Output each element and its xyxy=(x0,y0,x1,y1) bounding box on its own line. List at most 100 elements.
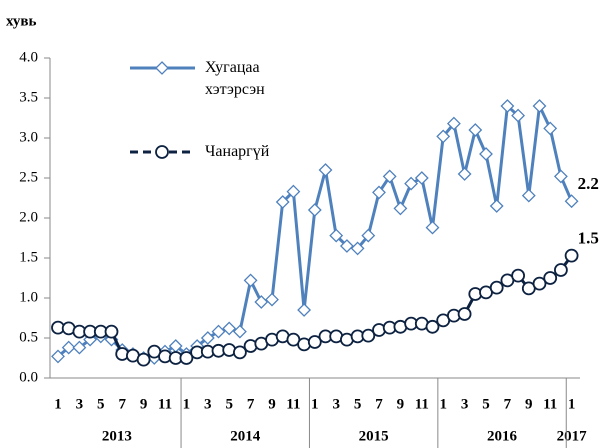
marker xyxy=(511,268,525,283)
marker xyxy=(350,241,365,256)
y-tick-label: 4.0 xyxy=(19,49,38,65)
marker xyxy=(532,276,547,291)
y-tick-label: 0.5 xyxy=(19,329,38,345)
x-tick-label: 5 xyxy=(354,396,362,412)
marker xyxy=(243,273,258,288)
marker xyxy=(425,319,440,334)
data-label: 2.2 xyxy=(578,174,599,193)
y-tick-label: 3.0 xyxy=(19,129,38,145)
x-tick-label: 3 xyxy=(332,396,340,412)
x-tick-label: 11 xyxy=(415,396,429,412)
x-tick-label: 3 xyxy=(76,396,84,412)
series-line xyxy=(57,100,573,360)
marker xyxy=(265,292,279,307)
x-tick-label: 1 xyxy=(439,396,447,412)
marker xyxy=(232,345,247,360)
marker xyxy=(339,239,354,253)
marker xyxy=(511,108,526,123)
y-tick-label: 0.0 xyxy=(19,369,38,385)
marker xyxy=(72,340,87,355)
x-group-label: 2016 xyxy=(487,428,518,444)
marker xyxy=(222,321,237,336)
marker xyxy=(361,228,376,243)
x-tick-label: 9 xyxy=(525,396,533,412)
y-tick-label: 2.5 xyxy=(19,169,38,185)
x-tick-label: 1 xyxy=(568,396,576,412)
x-tick-label: 11 xyxy=(158,396,172,412)
marker xyxy=(200,331,215,345)
x-tick-label: 7 xyxy=(504,396,512,412)
y-tick-label: 1.5 xyxy=(19,249,38,265)
marker xyxy=(232,324,247,339)
marker xyxy=(543,271,558,285)
marker xyxy=(404,176,419,191)
marker xyxy=(318,163,333,177)
x-tick-label: 1 xyxy=(183,396,191,412)
marker xyxy=(211,324,226,339)
marker xyxy=(307,203,322,217)
x-tick-label: 11 xyxy=(543,396,557,412)
x-tick-label: 7 xyxy=(375,396,383,412)
marker xyxy=(179,351,194,365)
y-axis-label: хувь xyxy=(6,13,37,29)
marker xyxy=(543,121,558,136)
marker xyxy=(468,123,483,137)
y-tick-label: 1.0 xyxy=(19,289,38,305)
marker xyxy=(155,61,169,75)
marker xyxy=(275,195,290,209)
marker xyxy=(532,99,547,113)
x-tick-label: 9 xyxy=(268,396,276,412)
x-group-label: 2014 xyxy=(230,428,261,444)
x-tick-label: 7 xyxy=(247,396,255,412)
x-tick-label: 9 xyxy=(140,396,148,412)
marker xyxy=(393,201,408,216)
marker xyxy=(254,295,269,309)
marker xyxy=(446,116,461,131)
y-tick-label: 3.5 xyxy=(19,89,38,105)
marker xyxy=(361,328,376,343)
marker xyxy=(61,340,76,355)
x-tick-label: 9 xyxy=(397,396,405,412)
marker xyxy=(564,194,579,209)
marker xyxy=(500,99,515,113)
x-tick-label: 3 xyxy=(204,396,212,412)
marker xyxy=(155,145,169,159)
marker xyxy=(329,228,344,243)
y-tick-label: 2.0 xyxy=(19,209,38,225)
marker xyxy=(104,324,119,339)
marker xyxy=(554,263,568,277)
marker xyxy=(436,129,451,144)
marker xyxy=(307,335,322,349)
marker xyxy=(457,307,472,321)
x-tick-label: 5 xyxy=(97,396,105,412)
marker xyxy=(564,248,579,263)
marker xyxy=(489,280,504,295)
x-tick-label: 7 xyxy=(118,396,126,412)
marker xyxy=(286,184,301,199)
marker xyxy=(425,220,440,235)
x-tick-label: 1 xyxy=(54,396,62,412)
x-tick-label: 5 xyxy=(482,396,490,412)
marker xyxy=(479,147,493,161)
marker xyxy=(489,199,504,213)
data-label: 1.5 xyxy=(578,229,599,248)
legend-label: Хугацаа хэтэрсэн xyxy=(205,59,265,98)
marker xyxy=(372,185,386,200)
x-group-label: 2017 xyxy=(557,428,588,444)
x-group-label: 2015 xyxy=(359,428,389,444)
marker xyxy=(51,349,65,364)
marker xyxy=(553,169,568,184)
marker xyxy=(297,303,312,317)
x-tick-label: 11 xyxy=(286,396,300,412)
x-tick-label: 3 xyxy=(461,396,469,412)
x-group-label: 2013 xyxy=(102,428,132,444)
marker xyxy=(521,188,536,203)
x-tick-label: 1 xyxy=(311,396,319,412)
marker xyxy=(457,167,472,181)
legend-label: Чанаргүй xyxy=(205,143,270,160)
marker xyxy=(136,352,151,367)
marker xyxy=(382,169,397,184)
x-tick-label: 5 xyxy=(225,396,233,412)
